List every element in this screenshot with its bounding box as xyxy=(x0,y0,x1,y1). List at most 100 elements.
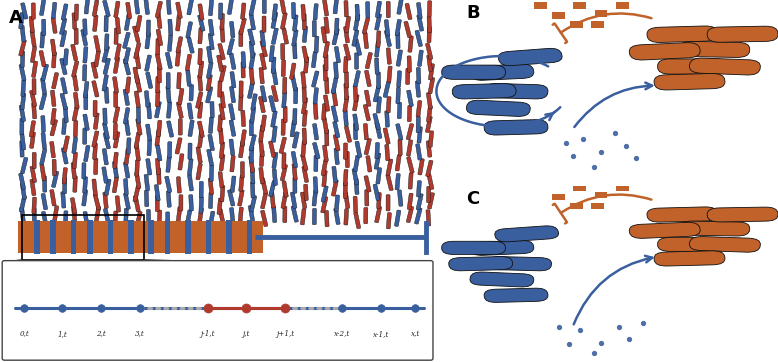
FancyBboxPatch shape xyxy=(363,32,369,49)
FancyBboxPatch shape xyxy=(383,128,391,144)
FancyBboxPatch shape xyxy=(41,193,47,210)
FancyBboxPatch shape xyxy=(239,142,244,158)
FancyBboxPatch shape xyxy=(281,192,288,209)
FancyBboxPatch shape xyxy=(189,84,194,101)
FancyBboxPatch shape xyxy=(416,101,422,117)
FancyBboxPatch shape xyxy=(268,141,275,157)
FancyBboxPatch shape xyxy=(157,67,162,83)
FancyBboxPatch shape xyxy=(71,163,76,179)
FancyBboxPatch shape xyxy=(353,14,360,30)
FancyBboxPatch shape xyxy=(323,64,328,81)
FancyBboxPatch shape xyxy=(20,25,26,42)
FancyBboxPatch shape xyxy=(238,207,244,223)
Bar xyxy=(534,2,547,9)
FancyBboxPatch shape xyxy=(74,28,79,45)
FancyBboxPatch shape xyxy=(429,131,433,147)
FancyBboxPatch shape xyxy=(198,15,205,31)
FancyBboxPatch shape xyxy=(375,206,382,223)
FancyBboxPatch shape xyxy=(415,81,421,97)
FancyBboxPatch shape xyxy=(94,206,100,223)
FancyBboxPatch shape xyxy=(218,43,226,60)
Bar xyxy=(107,220,114,254)
Bar xyxy=(552,194,565,200)
FancyBboxPatch shape xyxy=(426,55,433,71)
FancyBboxPatch shape xyxy=(123,59,131,75)
FancyBboxPatch shape xyxy=(375,1,381,17)
Text: C: C xyxy=(467,190,480,208)
FancyBboxPatch shape xyxy=(290,192,297,209)
FancyBboxPatch shape xyxy=(61,148,68,164)
FancyBboxPatch shape xyxy=(321,159,328,176)
FancyBboxPatch shape xyxy=(657,237,728,251)
FancyBboxPatch shape xyxy=(302,110,307,126)
FancyBboxPatch shape xyxy=(61,192,66,208)
FancyBboxPatch shape xyxy=(426,106,433,122)
FancyBboxPatch shape xyxy=(113,211,117,227)
FancyBboxPatch shape xyxy=(408,36,413,52)
FancyBboxPatch shape xyxy=(31,3,36,19)
FancyBboxPatch shape xyxy=(364,138,371,155)
FancyBboxPatch shape xyxy=(39,51,46,67)
FancyBboxPatch shape xyxy=(239,18,247,34)
FancyBboxPatch shape xyxy=(377,97,381,113)
FancyBboxPatch shape xyxy=(344,26,349,43)
FancyBboxPatch shape xyxy=(19,196,26,212)
FancyBboxPatch shape xyxy=(261,210,268,227)
FancyBboxPatch shape xyxy=(113,77,118,93)
FancyBboxPatch shape xyxy=(272,85,279,102)
Bar xyxy=(569,21,583,28)
FancyBboxPatch shape xyxy=(124,14,131,30)
FancyBboxPatch shape xyxy=(113,107,120,123)
FancyBboxPatch shape xyxy=(93,194,100,210)
FancyBboxPatch shape xyxy=(207,149,213,166)
FancyBboxPatch shape xyxy=(218,209,226,225)
FancyBboxPatch shape xyxy=(156,90,160,107)
FancyBboxPatch shape xyxy=(219,142,225,158)
FancyBboxPatch shape xyxy=(377,72,380,88)
FancyBboxPatch shape xyxy=(354,212,361,229)
FancyBboxPatch shape xyxy=(176,207,182,223)
FancyBboxPatch shape xyxy=(416,194,423,210)
FancyBboxPatch shape xyxy=(407,56,412,72)
FancyBboxPatch shape xyxy=(209,192,213,209)
FancyBboxPatch shape xyxy=(333,121,340,138)
FancyBboxPatch shape xyxy=(260,30,266,47)
FancyBboxPatch shape xyxy=(220,13,225,30)
FancyBboxPatch shape xyxy=(385,144,390,161)
FancyBboxPatch shape xyxy=(249,135,256,151)
FancyBboxPatch shape xyxy=(384,20,390,36)
FancyBboxPatch shape xyxy=(72,13,77,29)
FancyBboxPatch shape xyxy=(51,2,57,19)
FancyBboxPatch shape xyxy=(239,81,244,97)
FancyBboxPatch shape xyxy=(30,179,36,195)
FancyBboxPatch shape xyxy=(220,26,225,42)
FancyBboxPatch shape xyxy=(229,139,235,155)
FancyBboxPatch shape xyxy=(427,173,434,190)
FancyBboxPatch shape xyxy=(60,18,67,34)
FancyBboxPatch shape xyxy=(324,54,328,71)
FancyBboxPatch shape xyxy=(42,19,46,35)
FancyBboxPatch shape xyxy=(373,113,380,130)
FancyBboxPatch shape xyxy=(81,29,88,46)
FancyBboxPatch shape xyxy=(29,16,34,33)
FancyBboxPatch shape xyxy=(426,43,433,59)
FancyBboxPatch shape xyxy=(92,179,97,195)
FancyBboxPatch shape xyxy=(314,155,318,172)
FancyBboxPatch shape xyxy=(145,159,152,175)
FancyBboxPatch shape xyxy=(32,102,37,119)
FancyBboxPatch shape xyxy=(217,198,223,214)
FancyBboxPatch shape xyxy=(219,104,225,120)
FancyBboxPatch shape xyxy=(20,93,26,110)
FancyBboxPatch shape xyxy=(125,77,131,93)
FancyBboxPatch shape xyxy=(32,152,36,169)
FancyBboxPatch shape xyxy=(93,35,100,52)
FancyBboxPatch shape xyxy=(135,15,142,32)
FancyBboxPatch shape xyxy=(196,163,202,180)
FancyBboxPatch shape xyxy=(407,193,413,210)
FancyBboxPatch shape xyxy=(333,0,338,14)
FancyBboxPatch shape xyxy=(386,48,391,64)
FancyBboxPatch shape xyxy=(239,30,243,47)
FancyBboxPatch shape xyxy=(198,102,203,118)
FancyBboxPatch shape xyxy=(50,190,56,206)
FancyBboxPatch shape xyxy=(484,84,548,99)
